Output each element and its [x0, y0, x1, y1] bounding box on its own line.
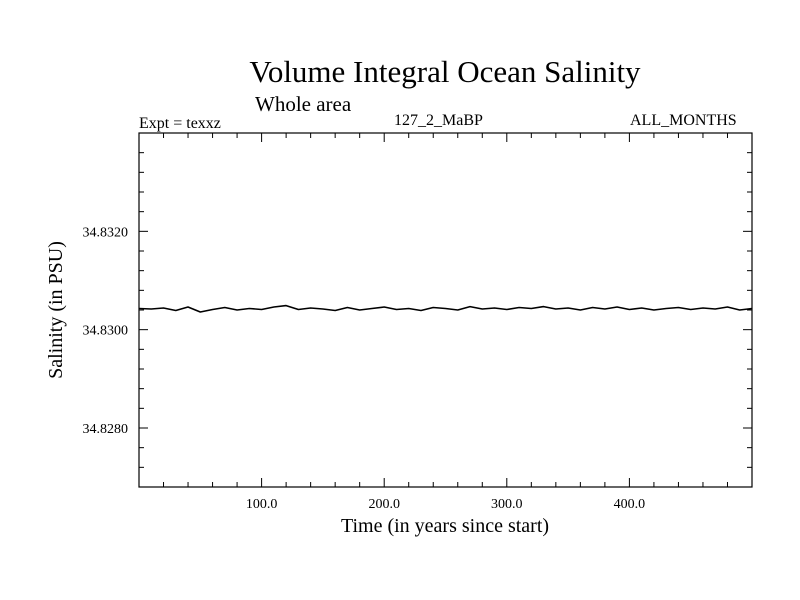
experiment-label: Expt = texxz — [139, 115, 221, 132]
run-id-label: 127_2_MaBP — [394, 112, 483, 129]
x-tick-label: 400.0 — [614, 497, 646, 512]
y-tick-label: 34.8280 — [83, 422, 129, 437]
axis-ticks — [139, 133, 752, 487]
x-tick-label: 100.0 — [246, 497, 278, 512]
chart-title: Volume Integral Ocean Salinity — [249, 54, 641, 89]
y-axis-label: Salinity (in PSU) — [45, 241, 67, 379]
series-line-salinity — [138, 304, 753, 313]
x-axis-label: Time (in years since start) — [341, 515, 549, 537]
plot-frame — [138, 132, 753, 488]
x-tick-label: 300.0 — [491, 497, 523, 512]
period-label: ALL_MONTHS — [630, 112, 737, 129]
y-tick-label: 34.8320 — [83, 225, 129, 240]
x-tick-label: 200.0 — [368, 497, 400, 512]
chart-subtitle: Whole area — [255, 92, 352, 116]
tick-labels: 100.0 200.0 300.0 400.0 34.8280 34.8300 34.832… — [83, 225, 646, 512]
y-tick-label: 34.8300 — [83, 324, 129, 339]
